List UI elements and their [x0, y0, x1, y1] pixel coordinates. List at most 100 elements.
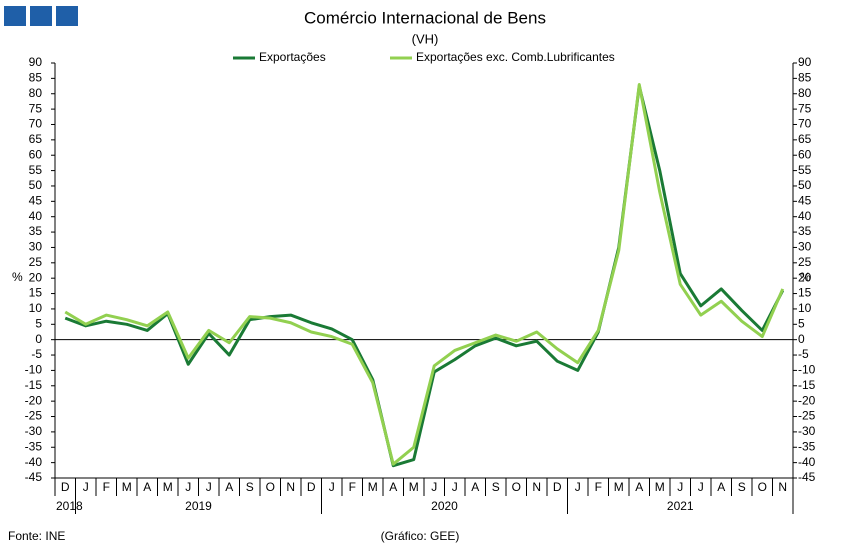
y2-tick-label: 25 [798, 255, 812, 269]
y2-tick-label: -40 [798, 455, 816, 469]
y2-tick-label: 80 [798, 86, 812, 100]
year-label: 2019 [185, 499, 212, 513]
y-tick-label: -20 [25, 393, 43, 407]
x-tick-label: A [635, 480, 643, 494]
x-tick-label: N [778, 480, 787, 494]
x-tick-label: J [329, 480, 335, 494]
y-tick-label: 85 [29, 71, 43, 85]
x-tick-label: F [595, 480, 602, 494]
year-label: 2020 [431, 499, 458, 513]
y-tick-label: 70 [29, 117, 43, 131]
x-tick-label: F [103, 480, 110, 494]
note: (Gráfico: GEE) [381, 529, 460, 543]
x-tick-label: M [409, 480, 419, 494]
y2-tick-label: -35 [798, 439, 816, 453]
y2-tick-label: 35 [798, 224, 812, 238]
x-tick-label: M [614, 480, 624, 494]
x-tick-label: J [431, 480, 437, 494]
y-tick-label: 60 [29, 147, 43, 161]
y2-tick-label: -10 [798, 363, 816, 377]
x-tick-label: A [225, 480, 233, 494]
y2-tick-label: 90 [798, 55, 812, 69]
y2-tick-label: 5 [798, 316, 805, 330]
chart-subtitle: (VH) [412, 31, 439, 46]
y-tick-label: -35 [25, 439, 43, 453]
y2-tick-label: 10 [798, 301, 812, 315]
y-tick-label: 0 [35, 332, 42, 346]
y-tick-label: 35 [29, 224, 43, 238]
x-tick-label: O [512, 480, 521, 494]
y-tick-label: 20 [29, 270, 43, 284]
y2-tick-label: -25 [798, 409, 816, 423]
year-label: 2021 [667, 499, 694, 513]
y-tick-label: -45 [25, 470, 43, 484]
x-tick-label: J [575, 480, 581, 494]
chart-title: Comércio Internacional de Bens [304, 8, 546, 27]
x-tick-label: A [717, 480, 725, 494]
legend-label: Exportações exc. Comb.Lubrificantes [416, 50, 615, 64]
y2-tick-label: 20 [798, 270, 812, 284]
y2-axis-label: % [800, 270, 811, 284]
y-tick-label: 75 [29, 101, 43, 115]
x-tick-label: S [492, 480, 500, 494]
y2-tick-label: 65 [798, 132, 812, 146]
y-tick-label: 90 [29, 55, 43, 69]
y2-tick-label: 50 [798, 178, 812, 192]
x-tick-label: M [122, 480, 132, 494]
y2-tick-label: 85 [798, 71, 812, 85]
x-tick-label: A [389, 480, 397, 494]
x-tick-label: M [163, 480, 173, 494]
legend-label: Exportações [259, 50, 326, 64]
x-tick-label: J [83, 480, 89, 494]
source: Fonte: INE [8, 529, 65, 543]
x-tick-label: A [471, 480, 479, 494]
x-tick-label: D [61, 480, 70, 494]
x-tick-label: S [246, 480, 254, 494]
y2-tick-label: 15 [798, 286, 812, 300]
y2-tick-label: 30 [798, 240, 812, 254]
logo-block [56, 6, 78, 26]
y2-tick-label: 70 [798, 117, 812, 131]
x-tick-label: N [286, 480, 295, 494]
x-tick-label: O [758, 480, 767, 494]
y2-tick-label: 75 [798, 101, 812, 115]
x-tick-label: S [738, 480, 746, 494]
x-tick-label: O [266, 480, 275, 494]
x-tick-label: F [349, 480, 356, 494]
y-tick-label: -15 [25, 378, 43, 392]
y-tick-label: 10 [29, 301, 43, 315]
y2-tick-label: 40 [798, 209, 812, 223]
x-tick-label: J [185, 480, 191, 494]
y-axis-label: % [12, 270, 23, 284]
year-label: 2018 [56, 499, 83, 513]
y-tick-label: -40 [25, 455, 43, 469]
x-tick-label: N [532, 480, 541, 494]
y-tick-label: 30 [29, 240, 43, 254]
x-tick-label: J [452, 480, 458, 494]
x-tick-label: M [655, 480, 665, 494]
x-tick-label: D [553, 480, 562, 494]
y2-tick-label: 45 [798, 194, 812, 208]
y-tick-label: -25 [25, 409, 43, 423]
y-tick-label: 40 [29, 209, 43, 223]
y-tick-label: 5 [35, 316, 42, 330]
y-tick-label: 45 [29, 194, 43, 208]
y-tick-label: 50 [29, 178, 43, 192]
y-tick-label: -30 [25, 424, 43, 438]
y2-tick-label: 60 [798, 147, 812, 161]
series-line [64, 84, 785, 468]
logo-block [4, 6, 26, 26]
y-tick-label: 25 [29, 255, 43, 269]
y-tick-label: 55 [29, 163, 43, 177]
logo-block [30, 6, 52, 26]
x-tick-label: J [698, 480, 704, 494]
y2-tick-label: -30 [798, 424, 816, 438]
y-tick-label: 80 [29, 86, 43, 100]
y2-tick-label: -20 [798, 393, 816, 407]
x-tick-label: D [307, 480, 316, 494]
x-tick-label: A [143, 480, 151, 494]
y2-tick-label: 55 [798, 163, 812, 177]
y-tick-label: -5 [31, 347, 42, 361]
